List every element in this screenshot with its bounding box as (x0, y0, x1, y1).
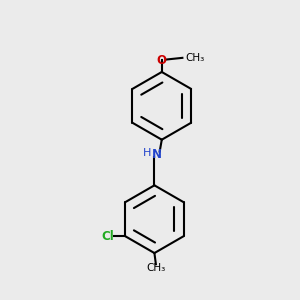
Text: H: H (143, 148, 151, 158)
Text: N: N (152, 148, 162, 161)
Text: CH₃: CH₃ (185, 53, 205, 63)
Text: O: O (157, 54, 167, 67)
Text: Cl: Cl (101, 230, 114, 243)
Text: CH₃: CH₃ (146, 263, 166, 273)
